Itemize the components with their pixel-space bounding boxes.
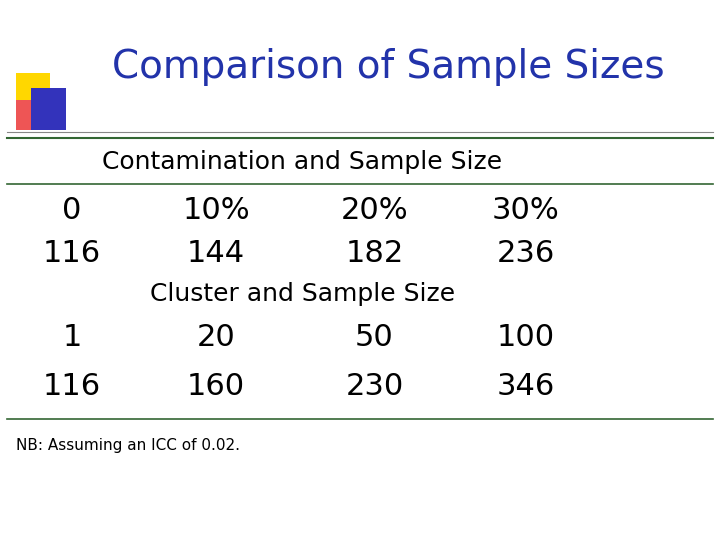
Text: 0: 0 <box>63 196 81 225</box>
Text: Comparison of Sample Sizes: Comparison of Sample Sizes <box>112 49 665 86</box>
Text: 20: 20 <box>197 323 235 352</box>
Text: 182: 182 <box>346 239 403 268</box>
Text: 10%: 10% <box>182 196 250 225</box>
Bar <box>16 73 50 103</box>
Text: 116: 116 <box>43 239 101 268</box>
Text: 346: 346 <box>497 372 554 401</box>
Text: 160: 160 <box>187 372 245 401</box>
Bar <box>32 88 66 130</box>
Text: 50: 50 <box>355 323 394 352</box>
Text: 236: 236 <box>497 239 554 268</box>
Text: Contamination and Sample Size: Contamination and Sample Size <box>102 150 503 174</box>
Text: 30%: 30% <box>492 196 559 225</box>
Text: 116: 116 <box>43 372 101 401</box>
Text: NB: Assuming an ICC of 0.02.: NB: Assuming an ICC of 0.02. <box>16 438 240 453</box>
Text: 144: 144 <box>187 239 245 268</box>
Text: 20%: 20% <box>341 196 408 225</box>
Text: Cluster and Sample Size: Cluster and Sample Size <box>150 282 455 306</box>
Text: 100: 100 <box>497 323 554 352</box>
Text: 230: 230 <box>346 372 403 401</box>
Text: 1: 1 <box>63 323 81 352</box>
Bar <box>16 100 50 130</box>
